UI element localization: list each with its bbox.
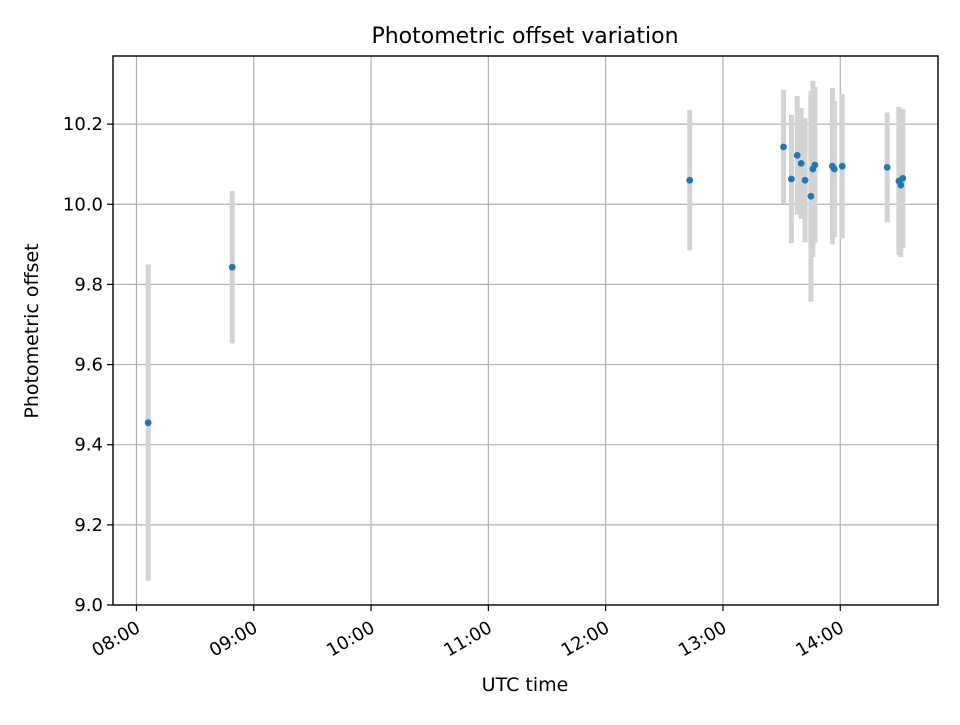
- x-tick-label: 11:00: [440, 617, 495, 661]
- data-point: [811, 161, 819, 169]
- x-tick-label: 14:00: [792, 617, 847, 661]
- data-point: [897, 181, 905, 189]
- data-point: [793, 151, 801, 159]
- data-point: [228, 263, 236, 271]
- x-tick-label: 08:00: [89, 617, 144, 661]
- y-tick-label: 9.2: [74, 515, 103, 536]
- x-tick-label: 10:00: [323, 617, 378, 661]
- data-point: [883, 164, 891, 171]
- x-axis-label: UTC time: [482, 674, 569, 696]
- data-point: [899, 174, 907, 182]
- data-point: [801, 176, 809, 184]
- data-point: [807, 192, 815, 200]
- y-tick-label: 9.4: [74, 435, 103, 456]
- y-tick-label: 9.6: [74, 355, 103, 376]
- data-point: [838, 162, 846, 170]
- y-tick-label: 9.0: [74, 595, 103, 616]
- y-tick-label: 10.2: [63, 114, 103, 135]
- y-axis-label: Photometric offset: [21, 243, 43, 418]
- error-bars: [145, 80, 906, 581]
- x-tick-label: 13:00: [675, 617, 730, 661]
- x-tick-label: 09:00: [206, 617, 261, 661]
- ticks: 08:00 09:00 10:00 11:00 12:00 13:00 14:00 9.0 9.…: [63, 114, 848, 661]
- chart-title: Photometric offset variation: [371, 24, 678, 49]
- data-point: [797, 159, 805, 167]
- data-point: [686, 176, 694, 184]
- data-point: [787, 175, 795, 183]
- y-tick-label: 10.0: [63, 194, 103, 215]
- data-point: [780, 143, 787, 151]
- data-points: [144, 143, 907, 427]
- data-point: [830, 165, 838, 173]
- data-point: [144, 419, 152, 427]
- x-tick-label: 12:00: [558, 617, 613, 661]
- plot-frame: [112, 55, 939, 606]
- y-tick-label: 9.8: [74, 274, 103, 295]
